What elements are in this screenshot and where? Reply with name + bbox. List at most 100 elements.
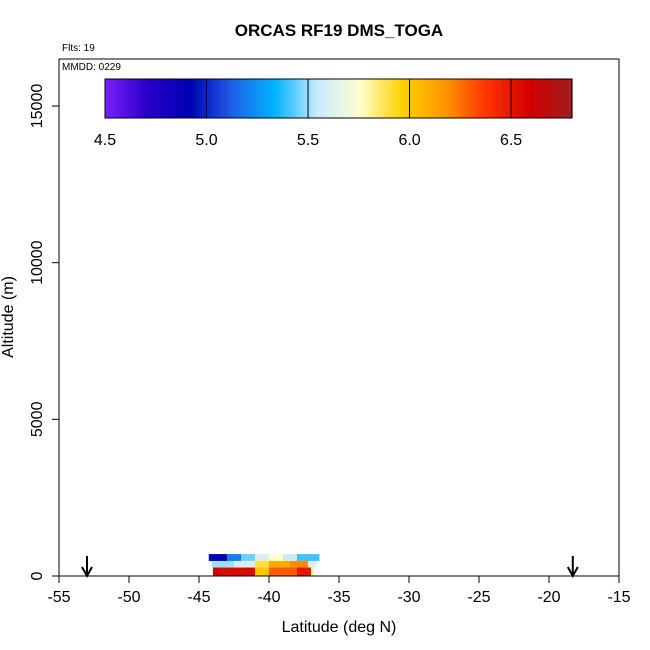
- colorbar-segment: [330, 79, 336, 118]
- colorbar-segment: [307, 79, 312, 118]
- heatmap-cell: [297, 567, 311, 576]
- colorbar-segment: [346, 79, 351, 118]
- colorbar-segment: [272, 79, 277, 118]
- heatmap-cell: [255, 554, 269, 561]
- colorbar-segment: [315, 79, 320, 118]
- colorbar-segment: [136, 79, 141, 118]
- colorbar-segment: [233, 79, 238, 118]
- x-tick-label: -30: [397, 589, 420, 606]
- colorbar-segment: [213, 79, 219, 118]
- colorbar-segment: [167, 79, 172, 118]
- colorbar-segment: [350, 79, 355, 118]
- colorbar-segment: [237, 79, 242, 118]
- colorbar-segment: [256, 79, 262, 118]
- colorbar-segment: [202, 79, 207, 118]
- colorbar-segment: [225, 79, 231, 118]
- chart-title: ORCAS RF19 DMS_TOGA: [235, 21, 443, 40]
- colorbar-segment: [140, 79, 145, 118]
- colorbar-segment: [540, 79, 546, 118]
- colorbar-segment: [490, 79, 495, 118]
- colorbar-segment: [147, 79, 153, 118]
- colorbar-segment: [186, 79, 192, 118]
- y-axis: 0 5000 10000 15000: [29, 84, 59, 580]
- heatmap-cell: [308, 560, 317, 568]
- colorbar: 4.5 5.0 5.5 6.0 6.5: [94, 78, 573, 149]
- heatmap-cell: [269, 567, 297, 576]
- x-tick-label: -50: [117, 589, 140, 606]
- y-axis-label: Altitude (m): [0, 276, 17, 358]
- colorbar-segment: [416, 79, 421, 118]
- colorbar-segment: [354, 79, 359, 118]
- colorbar-segment: [536, 79, 542, 118]
- colorbar-segment: [408, 79, 414, 118]
- down-arrow-icon: [566, 556, 579, 579]
- colorbar-segment: [163, 79, 168, 118]
- colorbar-segment: [116, 79, 122, 118]
- colorbar-tick-label: 6.0: [398, 132, 420, 149]
- colorbar-segment: [521, 79, 526, 118]
- colorbar-segment: [319, 79, 324, 118]
- colorbar-segment: [120, 79, 126, 118]
- colorbar-segment: [509, 79, 515, 118]
- colorbar-segment: [326, 79, 332, 118]
- colorbar-segment: [439, 79, 445, 118]
- colorbar-segment: [424, 79, 429, 118]
- heatmap-cell: [208, 554, 227, 561]
- colorbar-tick-label: 4.5: [94, 132, 116, 149]
- x-tick-label: -15: [607, 589, 630, 606]
- colorbar-segment: [389, 79, 394, 118]
- colorbar-segment: [303, 79, 308, 118]
- heatmap-cell: [255, 567, 269, 576]
- heatmap-cell: [227, 554, 241, 561]
- heatmap-cell: [255, 560, 269, 568]
- colorbar-segment: [171, 79, 176, 118]
- colorbar-segment: [284, 79, 289, 118]
- colorbar-segment: [112, 79, 118, 118]
- colorbar-segment: [529, 79, 534, 118]
- date-label: MMDD: 0229: [62, 62, 121, 73]
- colorbar-segment: [478, 79, 484, 118]
- y-tick-label: 15000: [29, 84, 46, 129]
- colorbar-segment: [361, 79, 367, 118]
- colorbar-segment: [252, 79, 258, 118]
- colorbar-segment: [291, 79, 297, 118]
- colorbar-segment: [463, 79, 468, 118]
- colorbar-segment: [322, 79, 328, 118]
- plot-frame: [58, 58, 620, 577]
- y-tick-label: 0: [29, 571, 46, 580]
- colorbar-segment: [533, 79, 538, 118]
- colorbar-segment: [245, 79, 250, 118]
- colorbar-tick-label: 5.5: [297, 132, 319, 149]
- x-tick-label: -40: [257, 589, 280, 606]
- colorbar-segment: [334, 79, 340, 118]
- x-tick-label: -25: [467, 589, 490, 606]
- colorbar-segment: [404, 79, 410, 118]
- colorbar-segment: [132, 79, 137, 118]
- colorbar-segment: [482, 79, 487, 118]
- colorbar-segment: [560, 79, 565, 118]
- flights-label: Flts: 19: [62, 43, 95, 54]
- colorbar-segment: [295, 79, 301, 118]
- x-axis: -55 -50 -45 -40 -35 -30 -25 -20 -15: [47, 576, 631, 606]
- colorbar-segment: [431, 79, 437, 118]
- colorbar-segment: [175, 79, 180, 118]
- heatmap-cell: [213, 567, 220, 576]
- colorbar-segment: [357, 79, 363, 118]
- colorbar-segment: [443, 79, 449, 118]
- colorbar-segment: [287, 79, 293, 118]
- colorbar-segment: [143, 79, 149, 118]
- colorbar-segment: [365, 79, 371, 118]
- x-tick-label: -45: [187, 589, 210, 606]
- colorbar-segment: [299, 79, 305, 118]
- colorbar-segment: [369, 79, 375, 118]
- heatmap-cell: [297, 554, 320, 561]
- colorbar-segment: [396, 79, 402, 118]
- colorbar-segment: [128, 79, 133, 118]
- down-arrow-icon: [81, 556, 93, 579]
- colorbar-segment: [459, 79, 464, 118]
- heatmap-cell: [311, 567, 314, 576]
- colorbar-segment: [435, 79, 441, 118]
- colorbar-segment: [221, 79, 227, 118]
- colorbar-segment: [494, 79, 499, 118]
- colorbar-segment: [505, 79, 511, 118]
